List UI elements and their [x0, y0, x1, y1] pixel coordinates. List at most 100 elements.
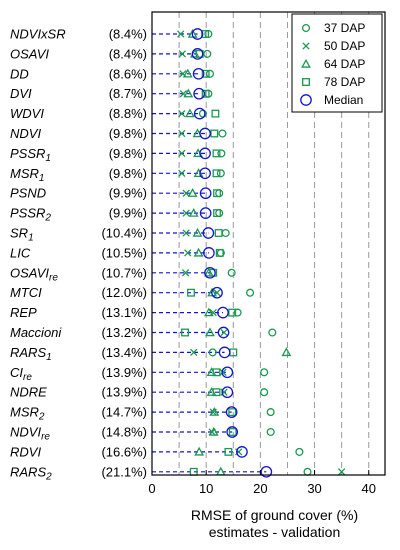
index-name: DVI [10, 86, 32, 101]
index-name-label: PSSR1 [10, 146, 51, 164]
index-name: Maccioni [10, 325, 62, 340]
point-50dap [219, 368, 227, 376]
point-37dap [303, 467, 312, 476]
y-axis-labels: NDVIxSR (8.4%) OSAVI (8.4%) DD (8.6%) DVI (8.7%… [10, 27, 147, 483]
legend-marker-x [302, 42, 310, 50]
point-78dap [215, 248, 224, 257]
index-subscript: 2 [38, 412, 45, 423]
index-name: PSSR [10, 206, 45, 221]
point-64dap [194, 446, 205, 456]
point-37dap [260, 368, 269, 377]
index-name-label: DVI [10, 86, 32, 101]
point-50dap [178, 50, 187, 58]
point-50dap [220, 328, 228, 337]
legend-label: 50 DAP [324, 39, 365, 53]
point-37dap [215, 189, 224, 198]
point-37dap [246, 288, 255, 297]
index-rmse-percent: (13.9%) [101, 365, 147, 380]
point-78dap [187, 288, 195, 297]
point-37dap [217, 149, 226, 158]
point-37dap [208, 348, 217, 357]
index-name-label: MTCI [10, 285, 42, 300]
index-name-label: PSSR2 [10, 206, 51, 224]
index-name: PSSR [10, 146, 45, 161]
index-name: MTCI [10, 285, 42, 300]
index-rmse-percent: (9.9%) [109, 186, 147, 201]
point-78dap [228, 428, 237, 436]
point-64dap [208, 426, 219, 436]
data-points [177, 28, 346, 478]
point-median [193, 87, 205, 100]
index-name: RARS [10, 464, 46, 479]
legend-label: Median [324, 93, 363, 107]
index-name: NDVI [10, 425, 41, 440]
point-37dap [260, 388, 269, 397]
index-name: SR [10, 226, 28, 241]
point-78dap [181, 328, 190, 337]
point-78dap [212, 368, 221, 377]
point-37dap [205, 69, 215, 78]
index-rmse-percent: (14.8%) [101, 425, 147, 440]
index-name-label: NDVIxSR [10, 27, 66, 42]
index-rmse-percent: (16.6%) [101, 444, 147, 459]
row-connector-lines [152, 33, 267, 473]
point-37dap [266, 408, 275, 417]
plot-frame [151, 11, 386, 476]
point-78dap [212, 169, 221, 178]
point-median [199, 207, 212, 219]
point-median [199, 187, 212, 200]
index-name: NDVIxSR [10, 27, 66, 42]
index-subscript: 1 [28, 233, 34, 244]
x-axis-title-line: RMSE of ground cover (%) [191, 507, 358, 523]
index-rmse-percent: (13.1%) [101, 305, 147, 320]
point-50dap [190, 348, 198, 357]
legend: 37 DAP 50 DAP 64 DAP 78 DAP Median [291, 13, 383, 113]
point-50dap [178, 149, 186, 158]
index-subscript: 2 [44, 213, 51, 224]
point-median [191, 48, 204, 60]
index-name: OSAVI [10, 46, 49, 61]
point-median [199, 147, 211, 160]
point-64dap [209, 406, 220, 416]
point-78dap [201, 89, 210, 98]
index-name: DD [10, 66, 29, 81]
point-64dap [182, 68, 193, 78]
point-37dap [203, 49, 212, 58]
index-name: LIC [10, 245, 31, 260]
point-median [204, 266, 216, 279]
legend-label: 78 DAP [324, 75, 365, 89]
point-78dap [201, 30, 210, 38]
index-name: NDVI [10, 126, 41, 141]
point-64dap [187, 188, 198, 197]
index-name-label: OSAVI [10, 46, 49, 61]
x-tick-label: 30 [307, 481, 321, 496]
point-64dap [205, 327, 215, 337]
index-rmse-percent: (14.7%) [101, 405, 147, 420]
index-name: NDRE [10, 385, 47, 400]
index-name: RDVI [10, 444, 41, 459]
point-37dap [233, 308, 242, 317]
index-name-label: NDVI [10, 126, 41, 141]
legend-marker-circle-large [300, 94, 312, 106]
point-64dap [203, 267, 214, 277]
index-subscript: 2 [45, 471, 52, 482]
index-name-label: Maccioni [10, 325, 62, 340]
index-rmse-percent: (21.1%) [101, 464, 147, 479]
index-rmse-percent: (12.0%) [101, 285, 147, 300]
point-78dap [214, 229, 223, 237]
point-50dap [182, 229, 190, 237]
index-rmse-percent: (8.8%) [109, 106, 147, 121]
index-rmse-percent: (10.7%) [101, 265, 147, 280]
index-name-label: WDVI [10, 106, 44, 121]
legend-marker-square [302, 78, 310, 86]
index-name: CI [10, 365, 23, 380]
index-name-label: REP [10, 305, 37, 320]
point-50dap [182, 189, 190, 197]
index-name-label: DD [10, 66, 29, 81]
point-78dap [213, 189, 221, 198]
legend-label: 64 DAP [324, 57, 365, 71]
point-median [202, 227, 215, 239]
index-name-label: RARS2 [10, 464, 52, 482]
point-median [199, 127, 211, 140]
